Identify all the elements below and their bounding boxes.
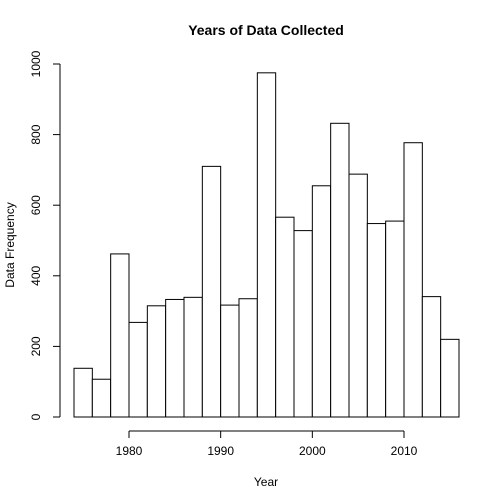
histogram-bar-18 <box>403 142 423 418</box>
histogram-bar-3 <box>128 321 148 418</box>
histogram-bar-4 <box>146 305 167 418</box>
histogram-bar-20 <box>440 338 460 418</box>
chart-title: Years of Data Collected <box>188 22 344 38</box>
bars-group <box>73 72 460 418</box>
histogram-bar-14 <box>330 122 350 418</box>
histogram-bar-5 <box>165 298 185 418</box>
x-axis: 1980 1990 2000 2010 <box>116 430 418 458</box>
y-tick-label-1000: 1000 <box>29 50 43 77</box>
y-tick-label-400: 400 <box>29 265 43 285</box>
y-tick-label-0: 0 <box>29 413 43 420</box>
x-tick-label-2000: 2000 <box>299 444 326 458</box>
y-tick-label-200: 200 <box>29 336 43 356</box>
histogram-bar-8 <box>220 304 240 418</box>
x-tick-label-1990: 1990 <box>207 444 234 458</box>
histogram-bar-19 <box>421 296 442 418</box>
y-tick-label-800: 800 <box>29 124 43 144</box>
histogram-bar-13 <box>311 185 332 418</box>
histogram-bar-9 <box>238 298 258 418</box>
y-axis: 0 200 400 600 800 1000 <box>29 50 61 420</box>
histogram-bar-15 <box>348 173 368 418</box>
y-axis-label: Data Frequency <box>3 202 17 287</box>
histogram-bar-6 <box>183 296 203 418</box>
histogram-bar-7 <box>201 165 222 418</box>
histogram-bar-2 <box>110 253 130 418</box>
x-tick-label-1980: 1980 <box>116 444 143 458</box>
histogram-bar-16 <box>366 223 387 418</box>
y-tick-label-600: 600 <box>29 195 43 215</box>
histogram-bar-12 <box>293 230 313 418</box>
histogram-bar-1 <box>91 378 112 418</box>
histogram-bar-17 <box>385 220 405 418</box>
histogram-bar-11 <box>275 216 295 418</box>
x-tick-label-2010: 2010 <box>391 444 418 458</box>
x-axis-label: Year <box>254 475 278 489</box>
histogram-bar-0 <box>73 367 93 418</box>
histogram-bar-10 <box>256 72 277 418</box>
